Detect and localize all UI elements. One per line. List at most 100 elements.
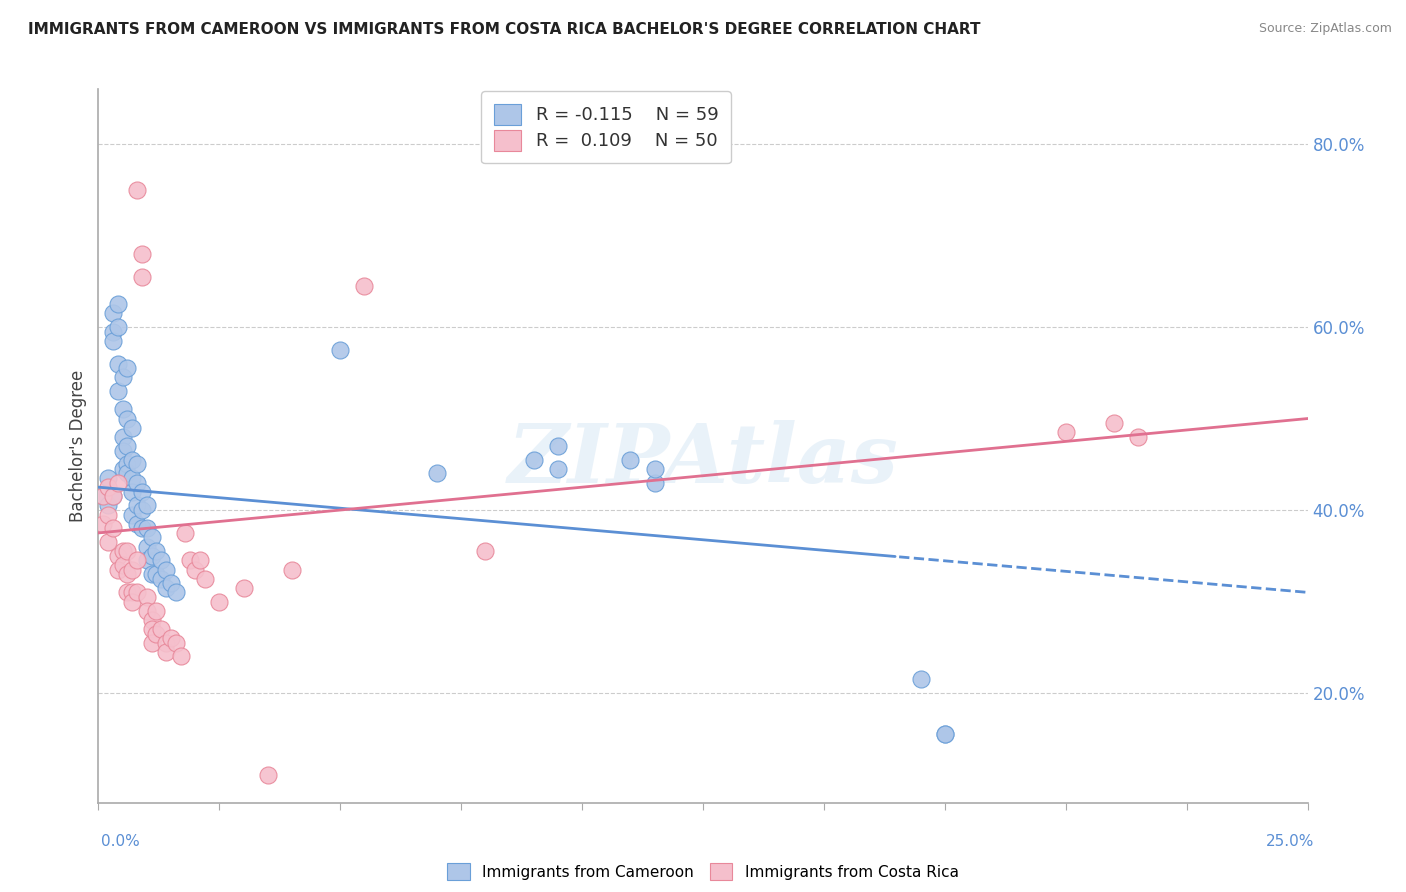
Point — [121, 484, 143, 499]
Point — [121, 508, 143, 522]
Point — [117, 467, 139, 481]
Point — [145, 604, 167, 618]
Point — [145, 567, 167, 582]
Point — [117, 411, 139, 425]
Point — [111, 443, 134, 458]
Point — [256, 768, 278, 782]
Point — [169, 649, 191, 664]
Point — [141, 622, 163, 636]
Point — [131, 503, 153, 517]
Point — [111, 430, 134, 444]
Point — [121, 452, 143, 467]
Point — [135, 499, 157, 513]
Point — [165, 636, 187, 650]
Point — [155, 581, 177, 595]
Point — [281, 562, 304, 576]
Point — [188, 553, 211, 567]
Point — [135, 553, 157, 567]
Point — [644, 462, 666, 476]
Point — [117, 361, 139, 376]
Point — [160, 576, 183, 591]
Point — [101, 325, 124, 339]
Point — [353, 279, 375, 293]
Point — [121, 420, 143, 434]
Point — [127, 458, 149, 472]
Point — [547, 439, 569, 453]
Point — [127, 475, 149, 490]
Text: IMMIGRANTS FROM CAMEROON VS IMMIGRANTS FROM COSTA RICA BACHELOR'S DEGREE CORRELA: IMMIGRANTS FROM CAMEROON VS IMMIGRANTS F… — [28, 22, 980, 37]
Point — [117, 439, 139, 453]
Point — [934, 727, 956, 741]
Legend: Immigrants from Cameroon, Immigrants from Costa Rica: Immigrants from Cameroon, Immigrants fro… — [440, 855, 966, 888]
Text: 25.0%: 25.0% — [1267, 834, 1315, 849]
Point — [135, 590, 157, 604]
Point — [117, 585, 139, 599]
Point — [150, 622, 173, 636]
Point — [141, 549, 163, 563]
Point — [107, 549, 129, 563]
Point — [131, 269, 153, 284]
Point — [179, 553, 201, 567]
Point — [127, 516, 149, 531]
Point — [131, 521, 153, 535]
Y-axis label: Bachelor's Degree: Bachelor's Degree — [69, 370, 87, 522]
Point — [208, 594, 231, 608]
Point — [107, 475, 129, 490]
Point — [135, 604, 157, 618]
Point — [155, 645, 177, 659]
Point — [97, 480, 120, 494]
Point — [107, 384, 129, 398]
Point — [619, 452, 641, 467]
Point — [107, 320, 129, 334]
Point — [127, 553, 149, 567]
Point — [97, 471, 120, 485]
Point — [117, 458, 139, 472]
Point — [97, 499, 120, 513]
Point — [97, 508, 120, 522]
Point — [145, 544, 167, 558]
Point — [127, 183, 149, 197]
Point — [107, 562, 129, 576]
Point — [160, 631, 183, 645]
Point — [232, 581, 254, 595]
Point — [121, 594, 143, 608]
Point — [97, 535, 120, 549]
Point — [101, 489, 124, 503]
Point — [111, 558, 134, 572]
Point — [117, 567, 139, 582]
Point — [131, 247, 153, 261]
Point — [1054, 425, 1077, 440]
Point — [145, 626, 167, 640]
Text: ZIPAtlas: ZIPAtlas — [508, 420, 898, 500]
Point — [91, 489, 114, 503]
Point — [155, 636, 177, 650]
Point — [101, 489, 124, 503]
Point — [934, 727, 956, 741]
Point — [141, 636, 163, 650]
Point — [127, 585, 149, 599]
Point — [155, 562, 177, 576]
Point — [474, 544, 496, 558]
Point — [329, 343, 352, 357]
Point — [107, 297, 129, 311]
Point — [426, 467, 449, 481]
Point — [127, 499, 149, 513]
Point — [131, 484, 153, 499]
Point — [194, 572, 217, 586]
Point — [111, 402, 134, 417]
Point — [111, 370, 134, 384]
Point — [644, 475, 666, 490]
Point — [523, 452, 546, 467]
Point — [165, 585, 187, 599]
Point — [101, 521, 124, 535]
Point — [1102, 416, 1125, 430]
Point — [107, 357, 129, 371]
Point — [910, 673, 932, 687]
Point — [141, 567, 163, 582]
Point — [184, 562, 207, 576]
Point — [150, 572, 173, 586]
Point — [141, 531, 163, 545]
Point — [121, 471, 143, 485]
Point — [111, 462, 134, 476]
Point — [150, 553, 173, 567]
